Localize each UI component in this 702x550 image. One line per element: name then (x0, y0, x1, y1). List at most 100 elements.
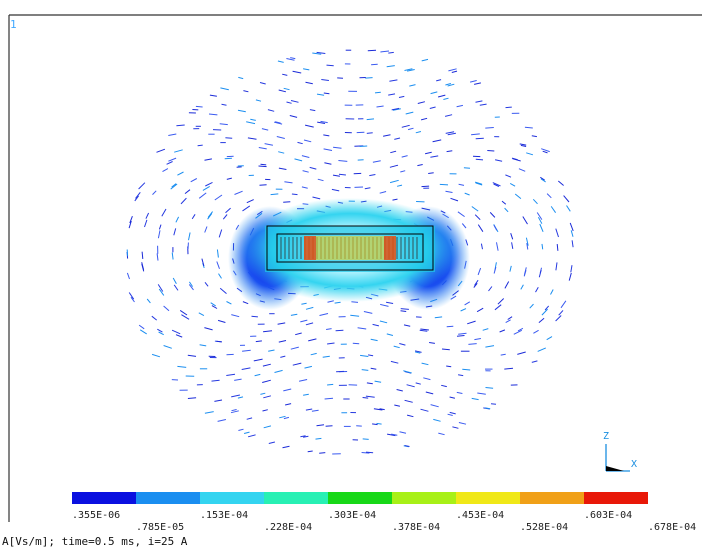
field-vector (479, 103, 487, 106)
field-vector (456, 335, 465, 337)
field-vector (161, 208, 167, 217)
field-vector (204, 411, 214, 414)
legend-tick-label: .228E-04 (264, 522, 313, 533)
field-vector (286, 58, 295, 61)
field-vector (326, 328, 332, 330)
field-vector (158, 331, 164, 336)
field-vector (331, 188, 340, 192)
field-vector (546, 193, 552, 199)
field-vector (204, 226, 208, 233)
field-vector (419, 329, 428, 332)
field-vector (524, 126, 533, 129)
legend-tick-label: .453E-04 (456, 510, 505, 521)
field-vector (529, 303, 534, 309)
field-vector (176, 124, 185, 127)
field-vector (406, 384, 415, 388)
field-vector (424, 151, 432, 155)
field-vector (195, 105, 203, 108)
field-vector (282, 73, 288, 76)
field-vector (316, 93, 325, 96)
field-vector (512, 158, 521, 162)
field-vector (333, 146, 342, 149)
field-vector (505, 319, 511, 324)
field-vector (170, 183, 178, 190)
field-vector (475, 100, 483, 103)
field-vector (247, 137, 257, 140)
field-vector (305, 306, 314, 310)
field-vector (305, 81, 313, 85)
field-vector (474, 181, 483, 185)
field-vector (129, 216, 133, 224)
field-vector (321, 79, 329, 81)
field-vector (294, 158, 303, 162)
field-vector (280, 355, 286, 358)
field-vector (460, 308, 467, 312)
field-vector (495, 159, 503, 162)
field-vector (172, 277, 177, 285)
field-vector (393, 345, 400, 349)
field-vector (417, 101, 426, 104)
field-vector (163, 305, 170, 312)
field-vector (338, 160, 348, 162)
field-vector (274, 121, 281, 124)
field-vector (156, 148, 166, 153)
field-vector (380, 303, 389, 307)
field-vector (201, 258, 205, 267)
field-vector (497, 298, 505, 305)
field-vector (278, 151, 285, 154)
field-vector (513, 329, 523, 335)
field-vector (319, 452, 326, 454)
field-vector (177, 365, 187, 368)
field-vector (401, 124, 410, 128)
field-vector (126, 272, 130, 280)
field-vector (546, 336, 553, 341)
field-vector (301, 302, 307, 305)
field-vector (365, 77, 373, 79)
field-vector (218, 229, 223, 238)
field-vector (234, 190, 243, 195)
field-vector (569, 222, 574, 232)
field-vector (204, 158, 212, 161)
field-vector (458, 374, 464, 377)
field-vector (404, 68, 413, 71)
field-vector (538, 317, 545, 323)
field-vector (409, 84, 416, 87)
field-vector (217, 419, 227, 422)
field-vector (517, 351, 526, 355)
field-vector (151, 353, 161, 358)
field-vector (323, 148, 333, 151)
field-vector (456, 104, 464, 108)
field-vector (283, 388, 292, 392)
field-vector (444, 114, 453, 117)
field-vector (507, 316, 513, 320)
field-vector (493, 266, 497, 274)
field-vector (368, 354, 374, 357)
field-vector (152, 190, 157, 195)
field-vector (316, 51, 326, 54)
field-vector (526, 152, 534, 156)
field-vector (374, 380, 382, 383)
field-vector (219, 287, 227, 294)
field-vector (526, 243, 529, 250)
field-vector (237, 396, 244, 399)
field-vector (540, 178, 546, 183)
field-vector (188, 284, 194, 291)
field-vector (220, 87, 229, 91)
field-vector (392, 108, 401, 111)
field-vector (475, 137, 484, 140)
field-vector (301, 155, 310, 158)
field-vector (278, 340, 287, 343)
field-vector (268, 349, 275, 352)
field-vector (231, 314, 240, 318)
field-vector (234, 378, 242, 381)
field-vector (312, 196, 321, 200)
field-vector (226, 177, 232, 180)
axis-triad (605, 444, 630, 472)
field-vector (500, 353, 506, 356)
field-vector (510, 233, 514, 240)
field-vector (558, 310, 564, 316)
field-vector (359, 145, 368, 147)
field-vector (325, 425, 333, 427)
field-vector (379, 320, 388, 324)
field-vector (270, 193, 279, 196)
